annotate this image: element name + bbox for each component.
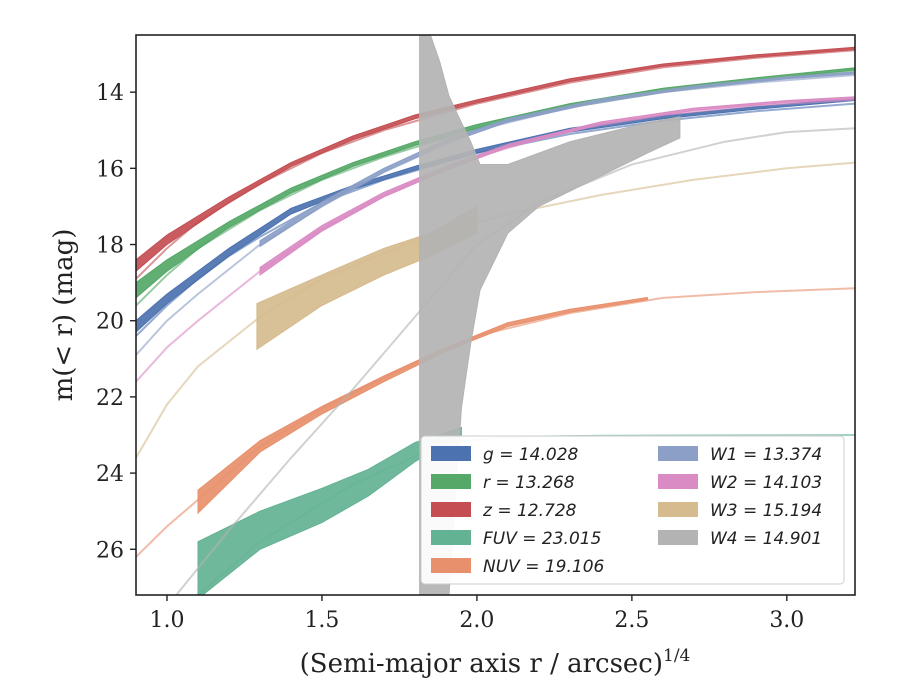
legend-swatch-4 <box>431 558 471 573</box>
legend-label-3: FUV = 23.015 <box>483 529 601 549</box>
legend-label-1: r = 13.268 <box>483 473 575 493</box>
legend-label-2: z = 12.728 <box>482 501 577 521</box>
legend: g = 14.028 r = 13.268 z = 12.728 FUV = 23.0… <box>420 435 845 585</box>
legend-label-4: NUV = 19.106 <box>483 557 605 577</box>
legend-label-7: W3 = 15.194 <box>710 501 822 521</box>
legend-label-8: W4 = 14.901 <box>710 529 822 549</box>
x-tick-label-1: 1.5 <box>304 608 339 633</box>
series-4 <box>136 287 855 558</box>
legend-swatch-6 <box>658 474 698 489</box>
legend-label-0: g = 14.028 <box>483 445 579 465</box>
legend-swatch-0 <box>431 446 471 461</box>
ticks-layer: 1.0 1.5 2.0 2.5 3.0 14 16 18 20 22 24 26 <box>96 81 804 633</box>
y-tick-label-0: 14 <box>96 81 124 106</box>
legend-swatch-2 <box>431 502 471 517</box>
x-axis-title: (Semi-major axis r / arcsec)1/4 <box>300 646 691 679</box>
x-axis-title-exponent: 1/4 <box>663 646 690 666</box>
legend-swatch-1 <box>431 474 471 489</box>
y-tick-label-4: 22 <box>96 386 124 411</box>
series-3-band <box>197 426 462 595</box>
legend-swatch-3 <box>431 530 471 545</box>
y-tick-label-2: 18 <box>96 234 124 259</box>
series-0-band <box>136 97 855 333</box>
plot-frame <box>135 34 856 596</box>
series-4-band <box>197 296 648 515</box>
series-1-band <box>136 67 855 299</box>
legend-label-5: W1 = 13.374 <box>710 445 822 465</box>
y-tick-label-1: 16 <box>96 157 124 182</box>
x-tick-label-0: 1.0 <box>149 608 184 633</box>
x-tick-label-3: 2.5 <box>614 608 649 633</box>
legend-swatch-7 <box>658 502 698 517</box>
x-tick-label-4: 3.0 <box>769 608 804 633</box>
y-axis-title: m(< r) (mag) <box>49 229 79 402</box>
legend-swatch-5 <box>658 446 698 461</box>
series-2 <box>136 46 855 280</box>
legend-box <box>420 435 845 585</box>
series-layer <box>136 35 855 595</box>
y-tick-label-6: 26 <box>96 538 124 563</box>
legend-swatch-8 <box>658 530 698 545</box>
y-tick-label-3: 20 <box>96 310 124 335</box>
series-2-band <box>136 46 855 272</box>
legend-label-6: W2 = 14.103 <box>710 473 822 493</box>
x-tick-label-2: 2.0 <box>459 608 494 633</box>
y-tick-label-5: 24 <box>96 462 124 487</box>
